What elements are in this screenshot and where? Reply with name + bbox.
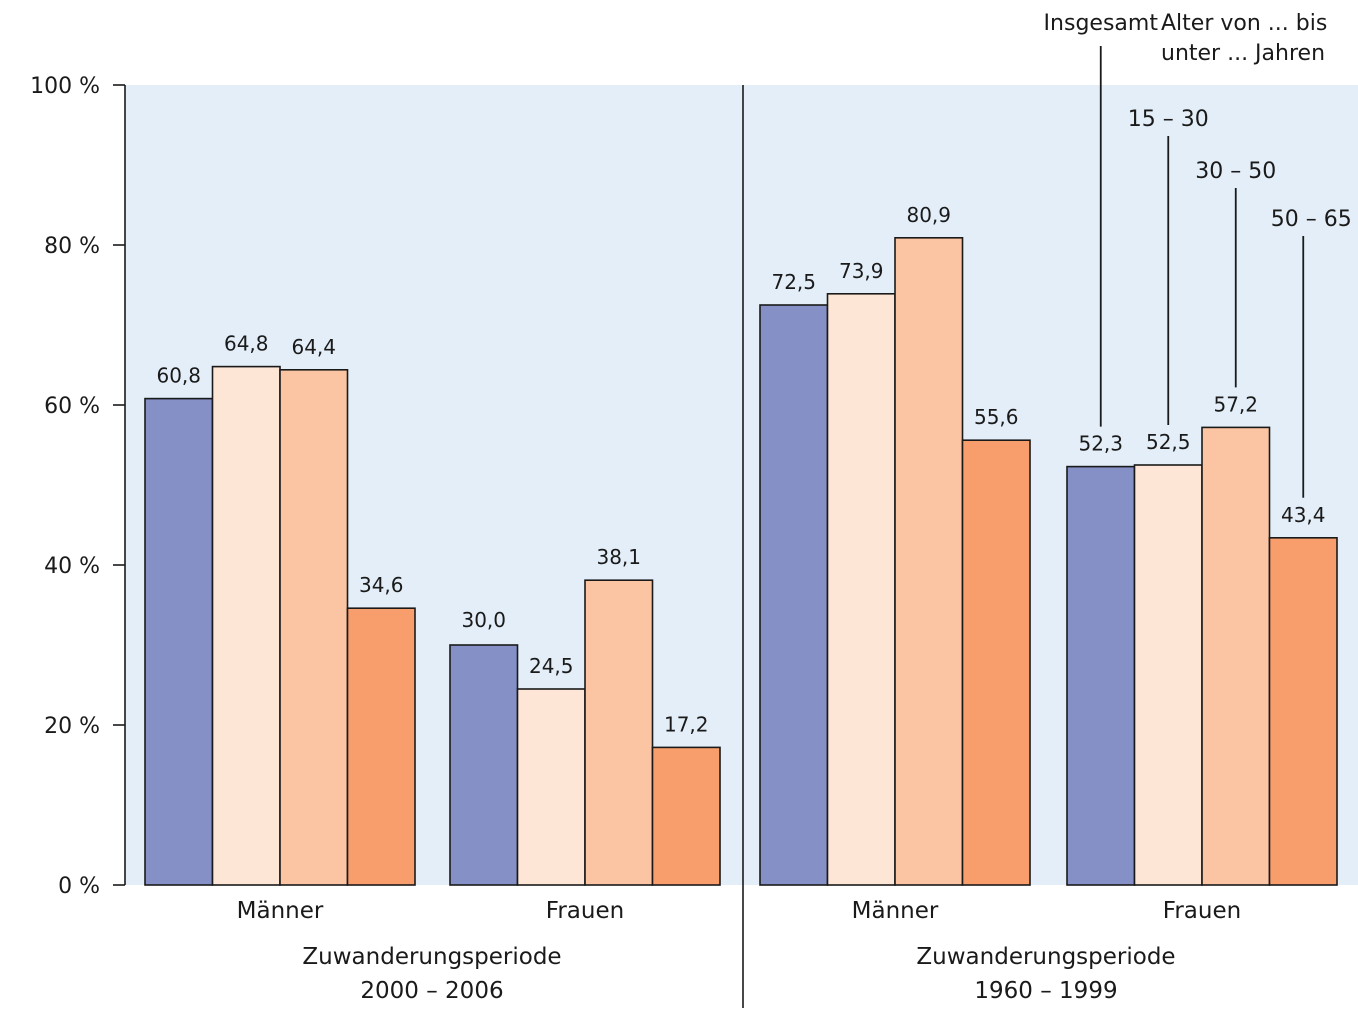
bar <box>961 439 1031 886</box>
group-label: 1960 – 1999 <box>974 978 1117 1004</box>
legend-series-label: Insgesamt <box>1044 11 1159 36</box>
bar <box>826 292 896 886</box>
data-label: 17,2 <box>664 712 709 736</box>
data-label: 64,8 <box>224 332 269 356</box>
bar <box>584 579 654 886</box>
category-label: Frauen <box>546 898 624 924</box>
data-label: 38,1 <box>596 545 641 569</box>
y-tick-label: 40 % <box>44 554 100 579</box>
bar <box>449 644 519 886</box>
bar <box>1268 536 1338 886</box>
group-label: Zuwanderungsperiode <box>302 944 561 970</box>
data-label: 57,2 <box>1213 392 1258 416</box>
data-label: 55,6 <box>974 405 1019 429</box>
data-label: 52,3 <box>1078 432 1123 456</box>
bar <box>759 304 829 886</box>
data-labels: 60,8 64,8 64,4 34,6 30,0 24,5 38,1 17,2 72,5 73,9… <box>156 203 1325 737</box>
data-label: 72,5 <box>771 270 816 294</box>
y-tick-label: 80 % <box>44 234 100 259</box>
data-label: 60,8 <box>156 364 201 388</box>
data-label: 43,4 <box>1281 503 1326 527</box>
category-label: Frauen <box>1163 898 1241 924</box>
legend-series-label: 50 – 65 <box>1271 207 1352 232</box>
bar <box>1066 465 1136 886</box>
group-label: 2000 – 2006 <box>360 978 503 1004</box>
bar <box>211 365 281 886</box>
legend: Insgesamt 15 – 30 30 – 50 50 – 65 Alter von … <box>1044 11 1352 498</box>
data-label: 73,9 <box>839 259 884 283</box>
y-tick-label: 60 % <box>44 394 100 419</box>
y-tick-label: 20 % <box>44 714 100 739</box>
data-label: 34,6 <box>359 573 404 597</box>
bars <box>144 237 1338 886</box>
legend-series-label: 15 – 30 <box>1128 107 1209 132</box>
y-tick-label: 100 % <box>30 74 100 99</box>
data-label: 52,5 <box>1146 430 1191 454</box>
bar <box>894 237 964 886</box>
bar <box>651 746 721 886</box>
data-label: 80,9 <box>906 203 951 227</box>
bar <box>516 688 586 886</box>
bar <box>346 607 416 886</box>
category-label: Männer <box>237 898 324 924</box>
legend-heading: unter ... Jahren <box>1161 41 1325 66</box>
bar <box>144 397 214 886</box>
bar <box>1201 426 1271 886</box>
data-label: 64,4 <box>291 335 336 359</box>
y-tick-label: 0 % <box>58 874 100 899</box>
bar <box>279 368 349 886</box>
category-label: Männer <box>852 898 939 924</box>
data-label: 30,0 <box>461 608 506 632</box>
bar <box>1133 464 1203 886</box>
x-axis-labels: Männer Frauen Zuwanderungsperiode 2000 – 20… <box>237 898 1242 1004</box>
y-axis: 0 % 20 % 40 % 60 % 80 % 100 % <box>30 74 126 899</box>
legend-series-label: 30 – 50 <box>1195 159 1276 184</box>
legend-heading: Alter von ... bis <box>1161 11 1327 36</box>
group-label: Zuwanderungsperiode <box>916 944 1175 970</box>
data-label: 24,5 <box>529 654 574 678</box>
